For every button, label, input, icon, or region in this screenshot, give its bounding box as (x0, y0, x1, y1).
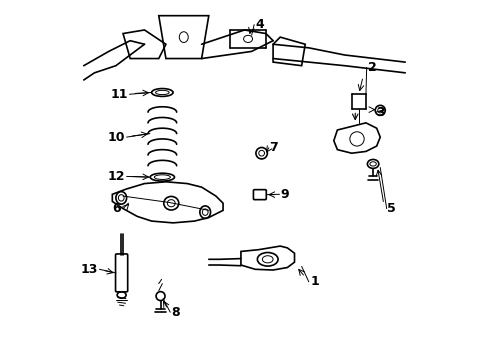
Text: 9: 9 (280, 188, 288, 201)
Text: 7: 7 (269, 141, 278, 154)
Text: 1: 1 (310, 275, 319, 288)
Text: 8: 8 (171, 306, 180, 319)
Text: 10: 10 (107, 131, 124, 144)
Text: 2: 2 (367, 61, 376, 74)
Text: 12: 12 (107, 170, 124, 183)
Text: 4: 4 (255, 18, 264, 31)
Text: 13: 13 (81, 263, 98, 276)
Text: 11: 11 (111, 88, 128, 101)
Text: 5: 5 (386, 202, 395, 215)
Text: 3: 3 (376, 105, 385, 119)
Text: 6: 6 (112, 202, 121, 215)
